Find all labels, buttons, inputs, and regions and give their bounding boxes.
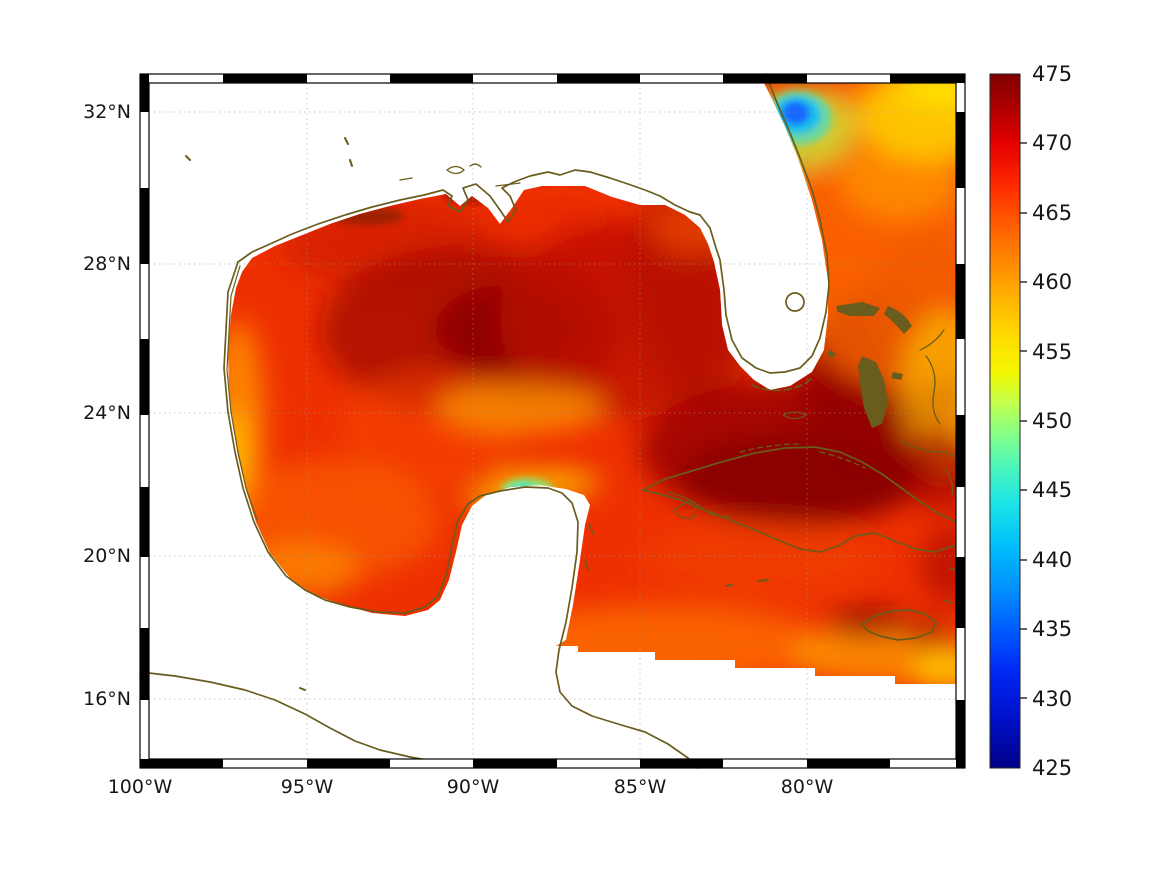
bahama-bank-edges	[899, 329, 959, 495]
colorbar-tick-label: 450	[1032, 409, 1073, 433]
y-tick-label: 28°N	[83, 253, 131, 275]
colorbar-tick-label: 475	[1032, 62, 1073, 86]
colorbar-gradient	[989, 73, 1021, 769]
coastline-mexico-yucatan	[223, 261, 699, 769]
heatmap-layer	[228, 83, 956, 684]
cay-sal-bank	[782, 411, 807, 420]
colorbar-tick-label: 470	[1032, 131, 1073, 156]
y-tick-label: 20°N	[83, 545, 131, 567]
x-tick-label: 85°W	[613, 776, 667, 798]
coastline-florida	[699, 73, 830, 374]
colorbar-tick-label: 445	[1032, 478, 1073, 503]
florida-keys	[751, 377, 813, 392]
y-tick-label: 24°N	[83, 402, 131, 424]
louisiana-lakes	[399, 163, 521, 187]
colorbar-tick-label: 440	[1032, 547, 1073, 572]
x-tick-label: 100°W	[107, 776, 173, 798]
coastline-layer	[139, 73, 961, 769]
colorbar-tick-label: 435	[1032, 617, 1073, 642]
map-border	[139, 73, 966, 769]
colorbar-tick-label: 425	[1032, 756, 1073, 780]
coastline-lagoons	[226, 265, 258, 521]
cuba-north-cays	[739, 443, 866, 469]
colorbar-tick-label: 430	[1032, 686, 1073, 711]
coastline-pacific-mexico	[139, 671, 466, 767]
cayman-islands	[725, 579, 769, 587]
colorbar-tick-label: 465	[1032, 200, 1073, 225]
coastline-jamaica	[861, 609, 937, 641]
x-tick-label: 90°W	[446, 776, 500, 798]
lake-okeechobee	[785, 292, 805, 312]
x-tick-label: 95°W	[280, 776, 334, 798]
coastline-mainland	[237, 169, 701, 263]
colorbar	[989, 73, 1027, 769]
colorbar-ticks	[1020, 142, 1027, 699]
bahamas-islands	[827, 302, 912, 428]
y-tick-label: 16°N	[83, 688, 131, 710]
cuba-gulf-banks	[667, 491, 731, 519]
y-tick-label: 32°N	[83, 101, 131, 123]
x-tick-label: 80°W	[780, 776, 834, 798]
colorbar-tick-label: 460	[1032, 270, 1073, 295]
texas-specks	[185, 137, 353, 691]
yucatan-islets	[584, 523, 594, 571]
colorbar-tick-label: 455	[1032, 339, 1073, 364]
coastline-cuba-north	[642, 446, 957, 523]
